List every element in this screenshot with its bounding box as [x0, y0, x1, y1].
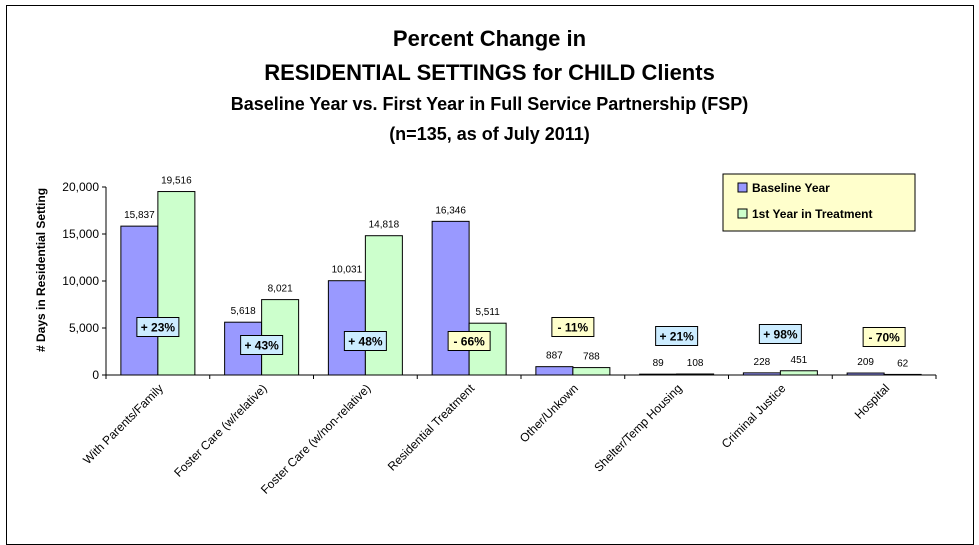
- data-label-1st-year-in-treatment: 788: [583, 352, 600, 363]
- chart-title: Percent Change in: [392, 26, 587, 51]
- data-label-1st-year-in-treatment: 451: [791, 355, 808, 366]
- change-annotation-label: + 48%: [348, 335, 383, 349]
- bar-1st-year-in-treatment: [572, 367, 611, 376]
- bar-1st-year-in-treatment: [779, 370, 818, 376]
- y-tick-label: 0: [92, 368, 99, 382]
- change-annotation-label: + 21%: [659, 330, 694, 344]
- bar-1st-year-in-treatment: [364, 235, 403, 376]
- bar-baseline-year: [742, 372, 781, 376]
- bar-baseline-year: [846, 372, 885, 376]
- data-label-1st-year-in-treatment: 62: [897, 358, 909, 369]
- y-tick-label: 15,000: [62, 227, 99, 241]
- change-annotation-box: [343, 331, 387, 351]
- legend-swatch-baseline-year: [737, 182, 748, 193]
- legend-swatch-1st-year-in-treatment: [737, 208, 748, 219]
- change-annotation-label: - 66%: [453, 335, 485, 349]
- data-label-baseline-year: 228: [754, 357, 771, 368]
- data-label-baseline-year: 5,618: [231, 306, 256, 317]
- change-annotation-box: [551, 317, 595, 337]
- data-label-1st-year-in-treatment: 5,511: [475, 307, 500, 318]
- change-annotation-label: + 98%: [763, 328, 798, 342]
- x-category-label: Residential Treatment: [385, 381, 478, 474]
- chart-subtitle: Baseline Year vs. First Year in Full Ser…: [230, 94, 749, 114]
- bar-baseline-year: [535, 366, 574, 376]
- data-label-1st-year-in-treatment: 14,818: [369, 220, 400, 231]
- change-annotation-label: - 11%: [558, 321, 589, 335]
- data-label-baseline-year: 15,837: [124, 210, 155, 221]
- change-annotation-box: [862, 327, 906, 347]
- change-annotation-label: + 43%: [244, 339, 279, 353]
- x-category-label: Foster Care (w/non-relative): [258, 381, 374, 497]
- change-annotation-box: [655, 326, 699, 346]
- legend-label-1st-year-in-treatment: 1st Year in Treatment: [752, 207, 873, 221]
- change-annotation-label: - 70%: [868, 331, 900, 345]
- y-axis-title: # Days in Residential Setting: [34, 188, 48, 352]
- change-annotation-label: + 23%: [141, 321, 176, 335]
- change-annotation-box: [240, 335, 284, 355]
- bar-baseline-year: [327, 280, 366, 376]
- y-tick-label: 10,000: [62, 274, 99, 288]
- change-annotation-box: [758, 324, 802, 344]
- legend-label-baseline-year: Baseline Year: [752, 181, 830, 195]
- chart-subtitle-line2: (n=135, as of July 2011): [389, 124, 590, 144]
- data-label-baseline-year: 89: [653, 358, 665, 369]
- x-category-label: Hospital: [852, 381, 893, 422]
- x-category-label: Foster Care (w/relative): [171, 381, 270, 480]
- bar-baseline-year: [120, 225, 159, 376]
- y-tick-label: 20,000: [62, 180, 99, 194]
- data-label-1st-year-in-treatment: 19,516: [161, 176, 192, 187]
- legend-box: [722, 173, 916, 232]
- chart-title-line2: RESIDENTIAL SETTINGS for CHILD Clients: [264, 60, 715, 85]
- data-label-1st-year-in-treatment: 108: [687, 358, 704, 369]
- data-label-baseline-year: 10,031: [332, 265, 363, 276]
- y-tick-label: 5,000: [69, 321, 99, 335]
- change-annotation-box: [447, 331, 491, 351]
- x-category-label: With Parents/Family: [80, 381, 166, 467]
- x-category-label: Other/Unkown: [517, 381, 581, 445]
- data-label-1st-year-in-treatment: 8,021: [268, 284, 293, 295]
- data-label-baseline-year: 16,346: [435, 205, 466, 216]
- bar-1st-year-in-treatment: [157, 191, 196, 376]
- data-label-baseline-year: 887: [546, 351, 563, 362]
- bar-1st-year-in-treatment: [676, 373, 715, 376]
- bar-1st-year-in-treatment: [883, 373, 922, 376]
- x-category-label: Criminal Justice: [719, 381, 789, 451]
- data-label-baseline-year: 209: [857, 357, 874, 368]
- change-annotation-box: [136, 317, 180, 337]
- x-category-label: Shelter/Temp Housing: [591, 381, 684, 474]
- bar-baseline-year: [431, 220, 470, 376]
- bar-baseline-year: [639, 373, 678, 376]
